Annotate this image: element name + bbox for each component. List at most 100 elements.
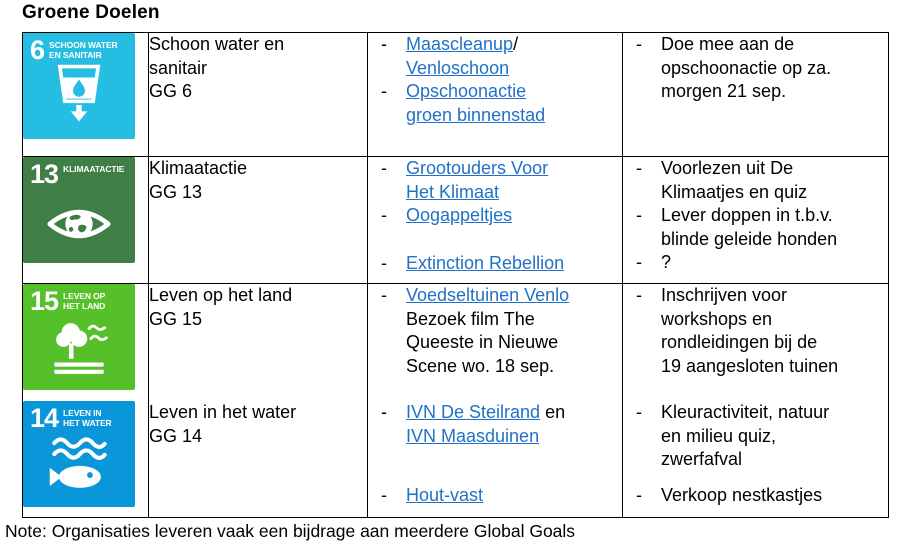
- sdg-label: LEVEN OP HET LAND: [63, 291, 106, 311]
- list-item-text: Voedseltuinen Venlo Bezoek film The Queest…: [406, 284, 622, 378]
- activities-cell: - Voorlezen uit De Klimaatjes en quiz - Leve…: [622, 156, 889, 284]
- list-item: - Grootouders Voor Het Klimaat: [368, 157, 622, 204]
- bullet-dash: -: [381, 158, 387, 178]
- table-row: 6 SCHOON WATER EN SANITAIR Schoon water en…: [22, 32, 889, 157]
- sdg-label: SCHOON WATER EN SANITAIR: [49, 40, 118, 60]
- link-ivn-maasduinen[interactable]: IVN Maasduinen: [406, 425, 540, 446]
- sdg-icon-cell: 6 SCHOON WATER EN SANITAIR: [22, 32, 149, 157]
- link-maascleanup[interactable]: Maascleanup: [406, 34, 514, 54]
- organisations-cell: - Voedseltuinen Venlo Bezoek film The Quees…: [367, 283, 623, 518]
- goals-table: 6 SCHOON WATER EN SANITAIR Schoon water en…: [22, 32, 889, 518]
- bullet-dash: -: [636, 205, 642, 225]
- list-item-text: Maascleanup/Venloschoon: [406, 33, 622, 80]
- sdg-6-badge: 6 SCHOON WATER EN SANITAIR: [23, 33, 135, 139]
- text-segment: ?: [661, 252, 672, 272]
- goal-name-cell: Klimaatactie GG 13: [148, 156, 368, 284]
- list-item-text: Opschoonactie groen binnenstad: [406, 80, 622, 127]
- text-segment: Verkoop nestkastjes: [661, 484, 823, 505]
- organisations-cell: - Grootouders Voor Het Klimaat - Oogappeltje…: [367, 156, 623, 284]
- text-segment: Klimaatjes en quiz: [661, 181, 808, 202]
- sdg-badge-block: 6 SCHOON WATER EN SANITAIR: [23, 33, 148, 139]
- text-segment: morgen 21 sep.: [661, 81, 787, 101]
- bullet-dash: -: [636, 484, 642, 505]
- bullet-dash: -: [381, 485, 387, 505]
- text-segment: zwerfafval: [661, 449, 743, 469]
- list-item: - Lever doppen in t.b.v. blinde geleide ho…: [623, 204, 888, 251]
- sdg-badge-header: 15 LEVEN OP HET LAND: [23, 284, 135, 315]
- sdg-label: LEVEN IN HET WATER: [63, 408, 112, 428]
- goal-name-cell: Schoon water en sanitair GG 6: [148, 32, 368, 157]
- sdg-14-badge: 14 LEVEN IN HET WATER: [23, 401, 135, 507]
- sdg-badge-block: 14 LEVEN IN HET WATER: [23, 401, 148, 507]
- bullet-dash: -: [381, 205, 387, 225]
- goal-name-cell: Leven op het land GG 15 Leven in het water…: [148, 283, 368, 518]
- sdg-badge-header: 13 KLIMAATACTIE: [23, 157, 135, 189]
- list-item: -?: [623, 251, 888, 275]
- list-item-text: Doe mee aan de opschoonactie op za. morgen…: [661, 33, 888, 104]
- text-segment: en: [540, 402, 566, 422]
- list-item: - Kleuractiviteit, natuur en milieu quiz, z…: [623, 401, 888, 472]
- text-segment: Kleuractiviteit, natuur: [661, 402, 830, 422]
- link-extinction-rebellion[interactable]: Extinction Rebellion: [406, 252, 565, 273]
- text-segment: Bezoek film The: [406, 308, 535, 329]
- activities-cell: - Doe mee aan de opschoonactie op za. morge…: [622, 32, 889, 157]
- sdg-number: 14: [30, 403, 59, 433]
- text-segment: rondleidingen bij de: [661, 332, 818, 352]
- goal-name: Leven in het water GG 14: [149, 402, 297, 446]
- list-item-text: Kleuractiviteit, natuur en milieu quiz, zw…: [661, 401, 888, 472]
- bullet-dash: -: [636, 158, 642, 178]
- bullet-dash: -: [381, 402, 387, 422]
- bullet-dash: -: [381, 252, 387, 273]
- link-grootouders-voor[interactable]: Grootouders Voor: [406, 158, 549, 178]
- list-item: - Oogappeltjes: [368, 204, 622, 228]
- list-item: - Extinction Rebellion: [368, 252, 622, 276]
- table-row: 15 LEVEN OP HET LAND 14 LEVEN IN HET WATER L…: [22, 283, 889, 518]
- list-item: - Doe mee aan de opschoonactie op za. morge…: [623, 33, 888, 104]
- sdg-number: 13: [30, 159, 59, 189]
- link-hout-vast[interactable]: Hout-vast: [406, 485, 484, 505]
- bullet-dash: -: [636, 285, 642, 305]
- sdg-number: 6: [30, 35, 45, 65]
- footnote: Note: Organisaties leveren vaak een bijd…: [5, 521, 576, 541]
- link-ivn-de-steilrand[interactable]: IVN De Steilrand: [406, 402, 541, 422]
- list-item-text: Verkoop nestkastjes: [661, 484, 888, 508]
- bullet-dash: -: [636, 402, 642, 422]
- link-voedseltuinen-venlo[interactable]: Voedseltuinen Venlo: [406, 285, 570, 305]
- text-segment: workshops en: [661, 308, 773, 329]
- link-venloschoon[interactable]: Venloschoon: [406, 57, 510, 78]
- text-segment: Voorlezen uit De: [661, 158, 794, 178]
- sdg-icon-cell: 13 KLIMAATACTIE: [22, 156, 149, 284]
- bullet-dash: -: [381, 34, 387, 54]
- link-oogappeltjes[interactable]: Oogappeltjes: [406, 205, 513, 225]
- list-item-text: Grootouders Voor Het Klimaat: [406, 157, 622, 204]
- text-segment: Lever doppen in t.b.v.: [661, 205, 833, 225]
- fish-water-icon: [49, 437, 107, 488]
- link-groen-binnenstad[interactable]: groen binnenstad: [406, 104, 546, 125]
- sdg-badge-block: 13 KLIMAATACTIE: [23, 157, 148, 263]
- table-row: 13 KLIMAATACTIE Klimaatactie GG 13- Grootou…: [22, 156, 889, 284]
- page-title: Groene Doelen: [22, 2, 160, 23]
- list-item: - Opschoonactie groen binnenstad: [368, 80, 622, 127]
- bullet-dash: -: [636, 34, 642, 54]
- link-het-klimaat[interactable]: Het Klimaat: [406, 181, 500, 202]
- climate-eye-icon: [47, 210, 111, 238]
- text-segment: blinde geleide honden: [661, 228, 838, 249]
- list-item: - Hout-vast: [368, 484, 622, 508]
- list-item: - Verkoop nestkastjes: [623, 484, 888, 508]
- organisations-cell: - Maascleanup/Venloschoon - Opschoonactie gr…: [367, 32, 623, 157]
- sdg-13-badge: 13 KLIMAATACTIE: [23, 157, 135, 263]
- sdg-badge-header: 6 SCHOON WATER EN SANITAIR: [23, 33, 135, 65]
- bullet-dash: -: [381, 81, 387, 101]
- sdg-15-badge: 15 LEVEN OP HET LAND: [23, 284, 135, 390]
- sdg-label: KLIMAATACTIE: [63, 164, 125, 174]
- text-segment: /: [513, 34, 519, 54]
- list-item: - Voorlezen uit De Klimaatjes en quiz: [623, 157, 888, 204]
- list-item-text: IVN De Steilrand en IVN Maasduinen: [406, 401, 622, 448]
- text-segment: Doe mee aan de: [661, 34, 795, 54]
- link-opschoonactie[interactable]: Opschoonactie: [406, 81, 527, 101]
- list-item-text: ?: [661, 251, 888, 275]
- goal-name: Leven op het land GG 15: [149, 285, 293, 329]
- bullet-dash: -: [381, 285, 387, 305]
- list-item-text: Voorlezen uit De Klimaatjes en quiz: [661, 157, 888, 204]
- goal-name: Schoon water en sanitair GG 6: [149, 34, 285, 101]
